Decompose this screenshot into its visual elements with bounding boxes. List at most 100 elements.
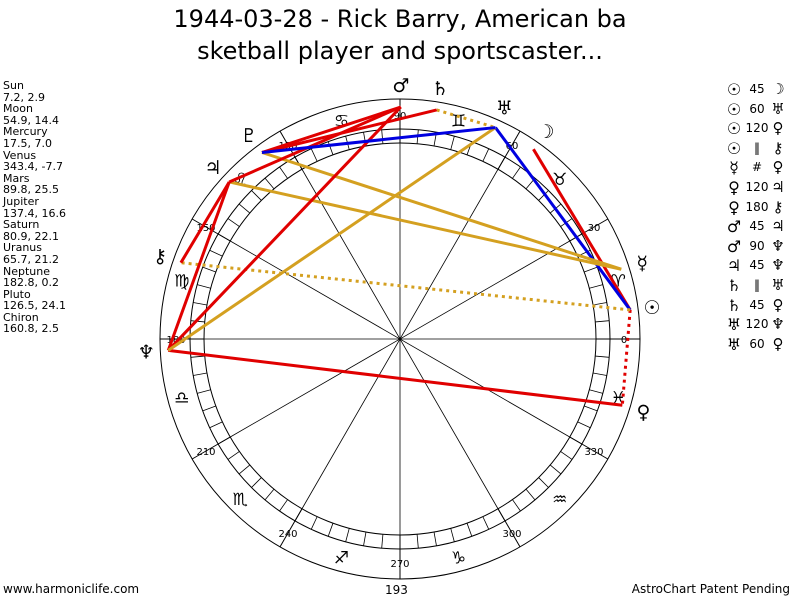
aspect-angle: 45 — [749, 219, 765, 234]
aspect-planet-a-glyph: ♀ — [728, 177, 740, 197]
aspect-row: ♄ 45 ♀ — [724, 296, 786, 316]
aspect-line — [167, 126, 497, 352]
aspect-line — [166, 181, 231, 351]
aspect-angle: 45 — [749, 258, 765, 273]
degree-tick — [433, 531, 437, 546]
degree-tick — [482, 148, 490, 162]
degree-tick — [466, 523, 473, 537]
degree-tick — [345, 528, 350, 542]
aspect-row: ♀ 180 ⚷ — [724, 198, 786, 218]
aspect-row: ☉ ‖ ⚷ — [724, 139, 786, 159]
planet-name-moon: Moon — [3, 102, 33, 116]
aspect-angle: 45 — [749, 82, 765, 96]
page-number: 193 — [385, 583, 408, 597]
degree-tick — [584, 405, 598, 412]
degree-tick — [525, 488, 536, 501]
aspect-row: ♂ 90 ♆ — [724, 237, 786, 257]
aspect-angle: ‖ — [754, 277, 760, 292]
degree-tick — [538, 190, 549, 201]
degree-tick — [589, 284, 603, 289]
degree-label: 210 — [196, 447, 215, 458]
planet-values-moon: 54.9, 14.4 — [3, 113, 59, 127]
planet-glyph-mars: ♂ — [392, 75, 409, 97]
degree-tick — [595, 320, 610, 323]
degree-tick — [251, 190, 262, 201]
aspect-angle: 45 — [749, 297, 765, 312]
aspect-line — [179, 181, 231, 264]
aspect-angle: 60 — [749, 336, 765, 351]
planet-name-neptune: Neptune — [3, 264, 51, 278]
aspect-row: ☉ 120 ♀ — [724, 119, 786, 139]
degree-tick — [577, 421, 591, 429]
planet-name-chiron: Chiron — [3, 310, 39, 324]
degree-tick — [227, 218, 240, 227]
division-line-outer — [497, 130, 521, 170]
aspect-line — [620, 309, 632, 406]
aspect-planet-a-glyph: ♄ — [726, 275, 742, 295]
degree-tick — [595, 355, 610, 358]
aspect-row: ☿ # ♀ — [724, 158, 786, 178]
degree-tick — [560, 451, 573, 460]
degree-tick — [363, 531, 367, 546]
planet-values-pluto: 126.5, 24.1 — [3, 299, 66, 313]
division-line-outer — [569, 436, 609, 460]
aspect-row: ☉ 60 ♅ — [724, 100, 786, 120]
degree-tick — [251, 477, 262, 488]
planet-values-venus: 343.4, -7.7 — [3, 160, 63, 174]
planet-positions-list: Sun 7.2, 2.9 Moon 54.9, 14.4 Mercury 17.… — [3, 80, 66, 335]
aspect-planet-a-glyph: ♅ — [726, 315, 742, 335]
planet-name-jupiter: Jupiter — [3, 194, 39, 208]
aspect-planet-b-glyph: ♅ — [771, 99, 785, 118]
chart-title-line-1: 1944-03-28 - Rick Barry, American ba — [173, 5, 627, 33]
planet-glyph-moon: ☽ — [538, 121, 555, 143]
degree-tick — [279, 166, 288, 179]
aspect-row: ♅ 120 ♆ — [724, 315, 786, 335]
degree-tick — [538, 477, 549, 488]
planet-values-chiron: 160.8, 2.5 — [3, 322, 59, 336]
degree-tick — [264, 488, 275, 501]
degree-tick — [202, 405, 216, 412]
planet-values-mars: 89.8, 25.5 — [3, 183, 59, 197]
aspect-line — [436, 108, 496, 129]
aspect-line — [228, 180, 622, 271]
degree-tick — [193, 302, 208, 306]
planet-name-pluto: Pluto — [3, 287, 31, 301]
degree-label: 0 — [621, 335, 627, 346]
degree-tick — [209, 421, 223, 429]
degree-label: 150 — [196, 223, 215, 234]
aspect-line — [261, 105, 402, 154]
aspect-line — [532, 148, 632, 311]
aspect-planet-b-glyph: ♀ — [772, 158, 784, 177]
aspect-angle: # — [751, 160, 763, 175]
degree-tick — [549, 464, 562, 475]
zodiac-sign-glyph: ♎ — [174, 388, 189, 408]
degree-label: 240 — [278, 529, 297, 540]
planet-values-mercury: 17.5, 7.0 — [3, 136, 52, 150]
degree-tick — [327, 523, 334, 537]
degree-tick — [238, 464, 251, 475]
degree-tick — [209, 249, 223, 257]
patent-footer: AstroChart Patent Pending — [631, 582, 790, 596]
aspect-row: ♂ 45 ♃ — [724, 217, 786, 237]
aspect-planet-b-glyph: ♆ — [771, 315, 785, 334]
planet-name-mercury: Mercury — [3, 125, 48, 139]
website-footer: www.harmoniclife.com — [3, 582, 140, 596]
planet-glyph-neptune: ♆ — [138, 341, 155, 363]
aspect-angle: 90 — [749, 238, 765, 253]
degree-tick — [264, 177, 275, 190]
planet-name-sun: Sun — [3, 79, 24, 92]
aspect-planet-a-glyph: ♃ — [726, 256, 742, 276]
degree-tick — [381, 129, 384, 144]
degree-tick — [190, 355, 205, 358]
planet-glyph-pluto: ♇ — [240, 125, 257, 147]
planet-glyph-venus: ♀ — [636, 402, 650, 424]
aspect-row: ♃ 45 ♆ — [724, 256, 786, 276]
degree-label: 300 — [502, 529, 521, 540]
degree-label: 90 — [394, 111, 407, 122]
aspect-planet-b-glyph: ⚷ — [772, 138, 784, 157]
planet-glyph-jupiter: ♃ — [205, 157, 222, 179]
degree-tick — [482, 516, 490, 530]
degree-tick — [381, 534, 384, 549]
degree-tick — [592, 302, 607, 306]
